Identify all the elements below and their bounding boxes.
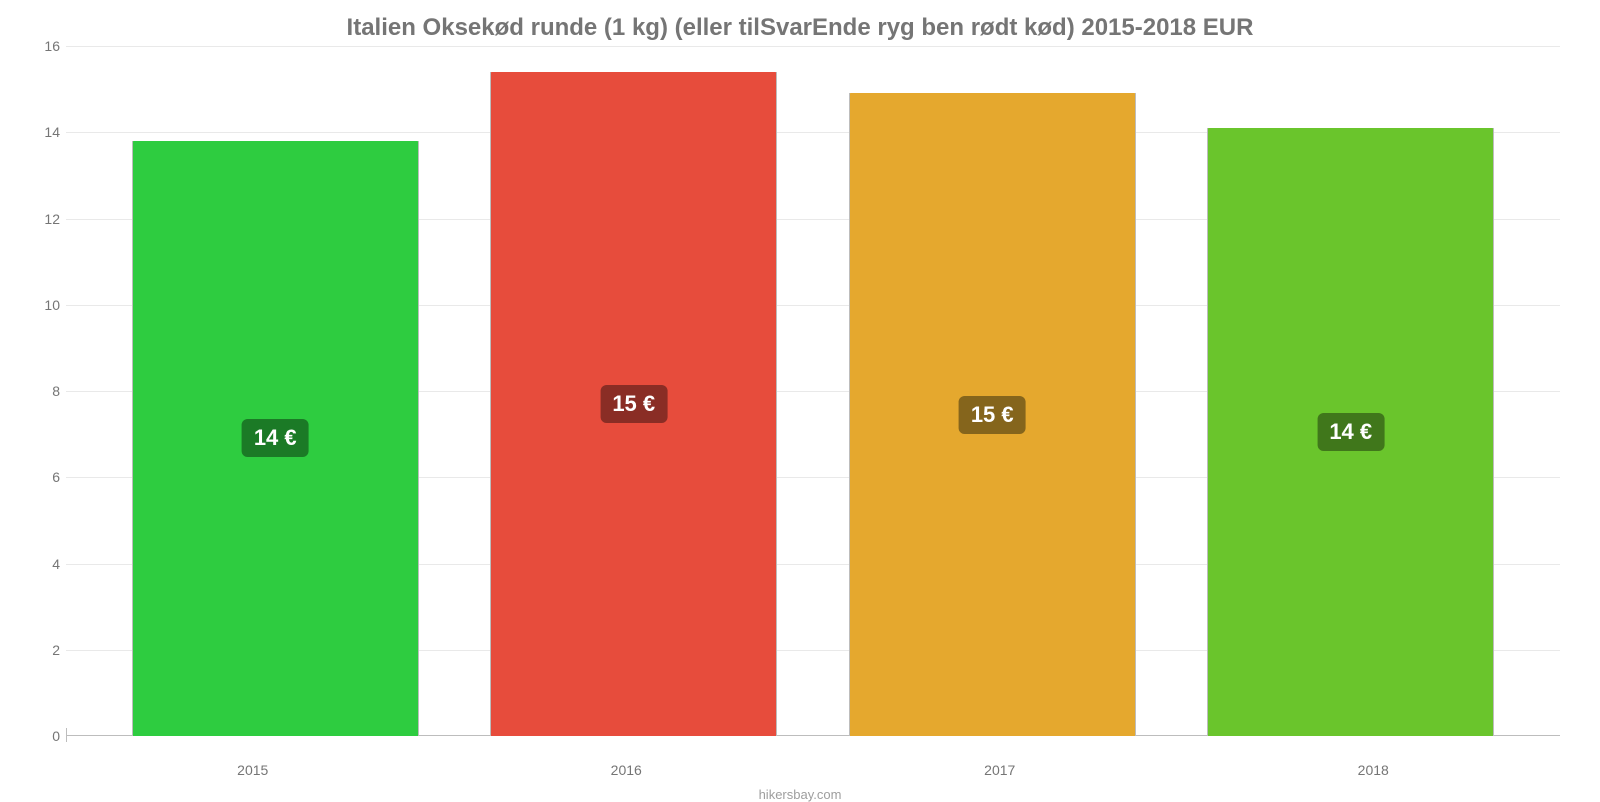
y-tick-label: 4: [32, 556, 60, 572]
y-tick-label: 10: [32, 297, 60, 313]
value-badge: 14 €: [242, 419, 309, 457]
y-tick-label: 12: [32, 211, 60, 227]
bars-group: 14 € 15 € 15 € 14 €: [66, 46, 1560, 736]
chart-container: Italien Oksekød runde (1 kg) (eller tilS…: [0, 0, 1600, 800]
y-tick-label: 16: [32, 38, 60, 54]
bar: 15 €: [490, 72, 777, 736]
y-tick-label: 8: [32, 383, 60, 399]
value-badge: 15 €: [600, 385, 667, 423]
value-badge: 15 €: [959, 396, 1026, 434]
value-badge: 14 €: [1317, 413, 1384, 451]
y-tick-label: 0: [32, 728, 60, 744]
chart-title: Italien Oksekød runde (1 kg) (eller tilS…: [30, 14, 1570, 42]
bar-slot: 14 €: [1172, 46, 1531, 736]
x-tick-label: 2018: [1187, 762, 1561, 786]
x-tick-label: 2017: [813, 762, 1187, 786]
bar-slot: 15 €: [455, 46, 814, 736]
bar-slot: 15 €: [813, 46, 1172, 736]
x-axis-labels: 2015201620172018: [36, 762, 1590, 786]
y-tick-label: 2: [32, 642, 60, 658]
bar: 14 €: [132, 141, 419, 736]
x-tick-label: 2015: [66, 762, 440, 786]
y-tick-label: 14: [32, 124, 60, 140]
y-tick-label: 6: [32, 469, 60, 485]
x-tick-label: 2016: [440, 762, 814, 786]
plot-area: 0246810121416 14 €15 €15 €14 €: [66, 46, 1560, 736]
bar-slot: 14 €: [96, 46, 455, 736]
bar: 14 €: [1207, 128, 1494, 736]
bar: 15 €: [849, 93, 1136, 736]
